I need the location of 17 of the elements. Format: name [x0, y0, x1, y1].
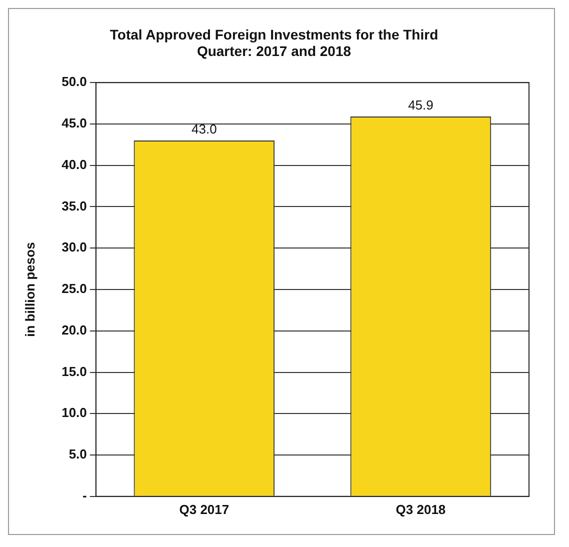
x-tick-label: Q3 2017	[179, 502, 230, 517]
y-tick-label: -	[82, 488, 87, 503]
y-tick-label: 10.0	[62, 405, 87, 420]
y-tick-label: 45.0	[62, 116, 87, 131]
data-label: 45.9	[408, 98, 434, 113]
y-tick-label: 30.0	[62, 240, 87, 255]
y-tick-label: 20.0	[62, 322, 87, 338]
y-tick-label: 35.0	[62, 198, 87, 214]
y-tick-label: 5.0	[68, 446, 87, 462]
data-label: 43.0	[192, 122, 217, 137]
y-tick-label: 40.0	[62, 156, 87, 172]
chart-title: Total Approved Foreign Investments for the Third Quarter: 2017 and 2018	[110, 26, 438, 60]
y-tick-label: 15.0	[62, 364, 87, 379]
y-tick-label: 25.0	[62, 281, 87, 296]
x-tick-label: Q3 2018	[396, 502, 446, 517]
y-axis-title: in billion pesos	[22, 242, 38, 337]
y-tick-label: 50.0	[62, 74, 87, 90]
